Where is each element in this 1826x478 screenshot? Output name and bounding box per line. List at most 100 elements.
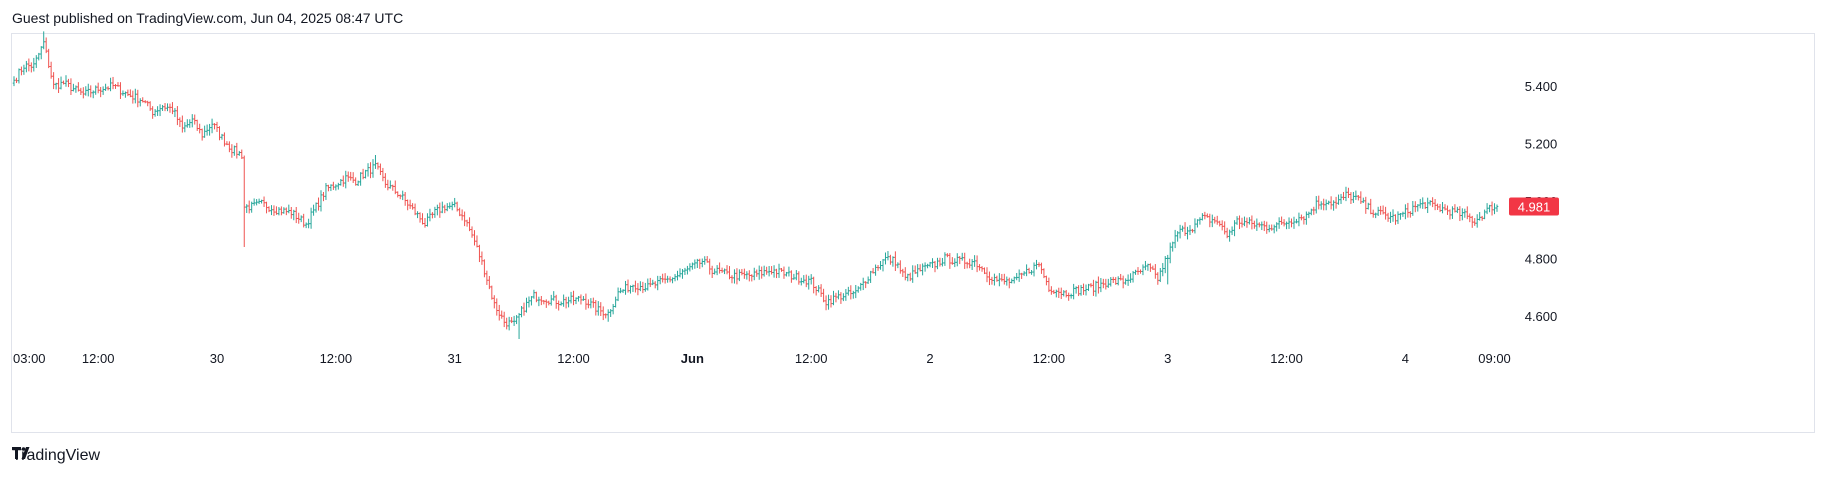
ohlc-bar xyxy=(349,171,353,181)
ohlc-bar xyxy=(1290,218,1293,228)
footer-brand[interactable]: TradingView xyxy=(12,447,100,465)
ohlc-bar xyxy=(1134,269,1137,275)
ohlc-bar xyxy=(824,295,828,311)
ohlc-bar xyxy=(604,313,608,319)
ohlc-bar xyxy=(713,268,716,275)
ohlc-bar xyxy=(884,252,887,265)
ohlc-bar xyxy=(567,296,570,308)
ohlc-bar xyxy=(441,201,444,214)
ohlc-bar xyxy=(894,251,897,271)
ohlc-bar xyxy=(1193,218,1197,234)
ohlc-bar xyxy=(282,207,286,214)
ohlc-bar xyxy=(693,259,697,269)
ohlc-bar xyxy=(376,162,380,170)
ohlc-bar xyxy=(1300,214,1303,221)
ohlc-bar xyxy=(1302,216,1306,225)
ohlc-bar xyxy=(299,215,303,223)
ohlc-bar xyxy=(1354,190,1358,200)
ohlc-bar xyxy=(1339,193,1343,204)
ohlc-bar xyxy=(1265,221,1269,234)
ohlc-bar xyxy=(760,266,763,279)
ohlc-bar xyxy=(624,280,627,295)
ohlc-bar xyxy=(809,274,813,285)
ohlc-bar xyxy=(921,263,924,276)
ohlc-bar xyxy=(998,273,1001,287)
ohlc-bar xyxy=(1347,187,1350,198)
ohlc-bar xyxy=(1277,217,1281,229)
ohlc-bar xyxy=(795,270,798,281)
ohlc-bar xyxy=(1158,268,1162,283)
ohlc-bar xyxy=(946,253,949,258)
ohlc-bar xyxy=(426,213,429,227)
ohlc-bar xyxy=(1401,211,1405,217)
ohlc-bar xyxy=(780,267,783,272)
ohlc-bar xyxy=(537,296,541,307)
ohlc-bar xyxy=(557,300,560,311)
ohlc-bar xyxy=(304,222,308,229)
ohlc-bar xyxy=(1364,196,1368,214)
ohlc-bar xyxy=(1059,287,1063,300)
ohlc-bar xyxy=(559,301,563,306)
ohlc-bar xyxy=(181,115,184,133)
ohlc-bar xyxy=(111,76,115,90)
ohlc-bar xyxy=(460,209,464,221)
ohlc-bar xyxy=(532,289,536,299)
ohlc-bar xyxy=(656,275,660,291)
ohlc-bar xyxy=(666,275,669,283)
ohlc-bar xyxy=(1394,214,1397,225)
ohlc-bar xyxy=(1186,226,1189,240)
ohlc-bar xyxy=(1012,276,1016,284)
ohlc-bar xyxy=(636,283,640,296)
ohlc-bar xyxy=(634,280,637,293)
ohlc-bar xyxy=(1272,224,1276,234)
ohlc-bar xyxy=(515,315,518,325)
ohlc-bar xyxy=(639,281,642,292)
ohlc-bar xyxy=(94,85,98,95)
ohlc-bar xyxy=(851,290,855,299)
ohlc-bar xyxy=(626,279,630,293)
ohlc-bar xyxy=(970,259,974,271)
ohlc-bar xyxy=(1201,213,1204,221)
ohlc-bar xyxy=(1168,242,1172,264)
ohlc-bar xyxy=(361,168,365,180)
ohlc-bar xyxy=(82,87,85,99)
ohlc-bar xyxy=(57,78,60,93)
ohlc-bar xyxy=(79,87,83,95)
ohlc-bar xyxy=(797,271,801,285)
ohlc-bar xyxy=(1334,196,1338,209)
ohlc-bar xyxy=(1238,215,1241,230)
ohlc-bar xyxy=(772,265,776,278)
ohlc-bar xyxy=(1379,205,1382,215)
ohlc-bar xyxy=(1362,197,1365,204)
ohlc-bar xyxy=(1163,256,1167,274)
ohlc-bar xyxy=(1069,293,1073,299)
ohlc-bar xyxy=(829,295,833,308)
ohlc-bar xyxy=(913,265,917,274)
ohlc-bar xyxy=(1003,273,1006,285)
x-tick-label: 12:00 xyxy=(82,351,115,366)
ohlc-bar xyxy=(104,83,107,91)
ohlc-bar xyxy=(384,173,387,188)
ohlc-bar xyxy=(203,125,206,138)
ohlc-bar xyxy=(500,310,504,319)
ohlc-bar xyxy=(428,208,432,222)
ohlc-bar xyxy=(1050,286,1053,295)
ohlc-bar xyxy=(143,100,147,104)
ohlc-bar xyxy=(520,306,523,318)
ohlc-bar xyxy=(889,254,892,265)
ohlc-bar xyxy=(228,141,231,153)
ohlc-bar xyxy=(1000,273,1004,282)
ohlc-bar xyxy=(1052,289,1056,294)
ohlc-bar xyxy=(619,287,622,294)
ohlc-bar xyxy=(1267,224,1271,233)
ohlc-bar xyxy=(344,170,348,189)
ohlc-bar xyxy=(458,207,461,217)
ohlc-bar xyxy=(1084,284,1088,296)
ohlc-bar xyxy=(933,260,937,273)
ohlc-bar xyxy=(552,291,556,301)
ohlc-bar xyxy=(965,261,969,269)
ohlc-bar xyxy=(512,315,516,326)
ohlc-bar xyxy=(1074,286,1078,294)
ohlc-bar xyxy=(1413,201,1417,213)
